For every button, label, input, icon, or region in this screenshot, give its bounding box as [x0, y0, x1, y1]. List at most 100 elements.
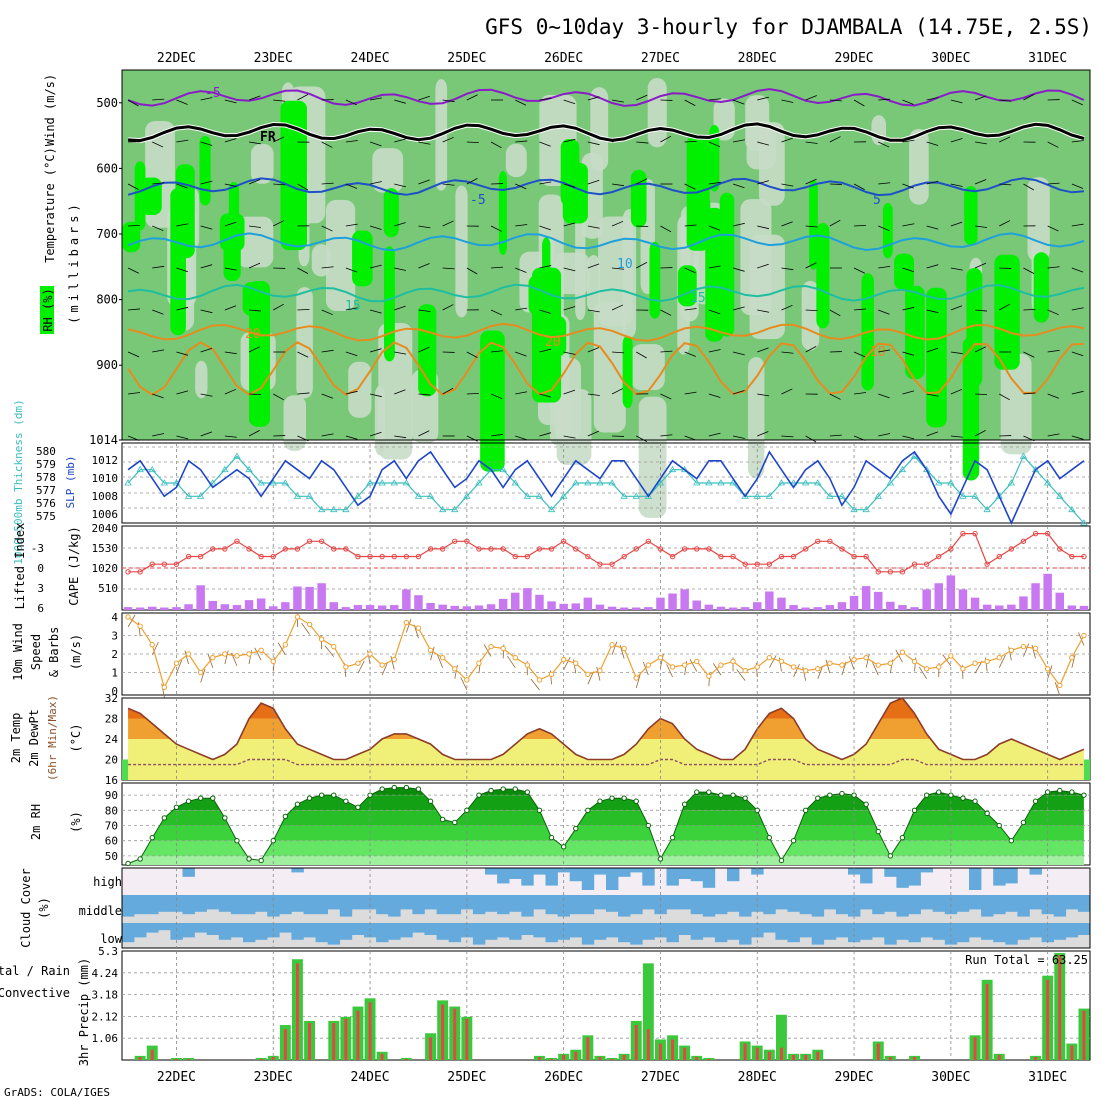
- precip-convective-bar: [586, 1037, 590, 1060]
- lifted-index-point: [657, 546, 664, 552]
- wind-barb: [539, 309, 552, 314]
- wind-barb: [539, 181, 552, 185]
- wind-barb: [732, 183, 745, 189]
- wind-barb: [1047, 309, 1059, 316]
- wind-barb: [684, 267, 696, 274]
- cloud-cell: [291, 895, 304, 912]
- cape-bar: [123, 607, 133, 610]
- wind-barb: [394, 305, 406, 311]
- wind-barb: [732, 435, 745, 439]
- wind-barb: [660, 350, 673, 353]
- cloud-cell: [860, 923, 873, 940]
- rh2m-ylabel-b: (%): [69, 811, 83, 833]
- cloud-cell: [255, 895, 268, 912]
- precip-convective-bar: [683, 1047, 687, 1060]
- wind10m-tick-label: 4: [111, 611, 118, 624]
- wind-barb: [805, 435, 817, 443]
- date-label-top: 22DEC: [157, 51, 196, 66]
- cloud-cell: [400, 923, 413, 938]
- thickness-point: [874, 492, 882, 499]
- cloud-cell: [630, 868, 643, 873]
- wind-barb: [587, 179, 600, 185]
- wind-barb: [611, 183, 624, 187]
- rh2m-tick-label: 50: [105, 850, 118, 863]
- wind-barb: [853, 183, 865, 190]
- wind-barb: [878, 265, 891, 269]
- lifted-index-point: [597, 561, 603, 567]
- lifted-index-point: [294, 546, 301, 552]
- rh-point: [222, 815, 228, 821]
- cloud-cell: [908, 923, 921, 943]
- wind-barb: [200, 264, 213, 269]
- wind-barb: [805, 178, 817, 185]
- cloud-cell: [158, 923, 171, 931]
- wind-barb: [466, 178, 478, 185]
- precip-convective-bar: [1070, 1045, 1074, 1060]
- wind-barb: [248, 141, 261, 145]
- wind-barb: [490, 225, 502, 232]
- cloud-cell: [460, 895, 474, 910]
- wind-barb: [781, 183, 794, 187]
- wind-barb: [732, 222, 745, 227]
- cloud-cell: [388, 895, 401, 917]
- wind10m-labels: 10m Wind Speed & Barbs (m/s): [11, 623, 83, 681]
- wind-speed-point: [524, 662, 531, 668]
- wind-speed-point: [790, 664, 797, 670]
- rh-dry-cell: [590, 87, 609, 171]
- wind-barb: [442, 136, 454, 143]
- wind-speed-point: [585, 671, 591, 678]
- temp2m-labels: 2m Temp 2m DewPt (6hr Min/Max) (°C): [9, 695, 83, 781]
- rh-point: [427, 798, 434, 804]
- surface-wind-barb: [324, 645, 335, 657]
- wind-barb: [878, 309, 890, 315]
- cape-bar: [196, 585, 205, 610]
- rh-point: [318, 792, 325, 798]
- wind-barb: [974, 430, 986, 437]
- wind-speed-point: [282, 642, 289, 648]
- cape-bar: [184, 604, 193, 610]
- lifted-index-tick-label: -3: [31, 542, 44, 555]
- cloud-cell: [485, 868, 498, 875]
- cloud-cell: [509, 868, 522, 879]
- temp-area-low: [128, 698, 1084, 780]
- wind-speed-point: [403, 619, 410, 626]
- wind-barb: [273, 183, 286, 186]
- wind-speed-point: [137, 623, 143, 629]
- lifted-index-point: [1008, 546, 1015, 552]
- thickness-point: [547, 505, 556, 513]
- wind-speed-point: [161, 684, 168, 690]
- wind-barb: [684, 435, 697, 441]
- wind-barb: [975, 393, 988, 396]
- cape-bar: [583, 597, 593, 610]
- isotherm-line: [127, 283, 1085, 303]
- wind-speed-point: [839, 662, 845, 668]
- rh-point: [355, 804, 361, 810]
- wind-barb: [853, 267, 866, 274]
- isotherm-line: [127, 177, 1084, 197]
- thickness-point: [148, 465, 156, 473]
- rh-legend-swatch: [40, 286, 54, 334]
- cloud-cell: [872, 895, 885, 915]
- cloud-cell: [1041, 923, 1054, 943]
- rh-point: [585, 807, 591, 814]
- wind-barb: [563, 99, 576, 105]
- wind-barb: [1023, 351, 1035, 358]
- rh-band: [128, 825, 1084, 841]
- rh-point: [1081, 792, 1087, 798]
- wind-barb: [1071, 435, 1084, 440]
- rh-dry-cell: [505, 143, 527, 178]
- wind-barb: [829, 136, 841, 143]
- wind-speed-point: [899, 649, 906, 655]
- wind-speed-point: [778, 658, 785, 665]
- thickness-point: [257, 479, 265, 486]
- isotherm-label: -5: [470, 193, 486, 208]
- cape-bar: [402, 589, 411, 610]
- lifted-index-point: [887, 569, 894, 575]
- cape-bar: [619, 607, 629, 610]
- thickness-point: [596, 479, 604, 486]
- thickness-point: [378, 479, 386, 486]
- wind-barb: [757, 141, 769, 146]
- lifted-index-point: [185, 553, 192, 560]
- wind-barb: [248, 179, 261, 185]
- date-label-top: 26DEC: [544, 51, 583, 66]
